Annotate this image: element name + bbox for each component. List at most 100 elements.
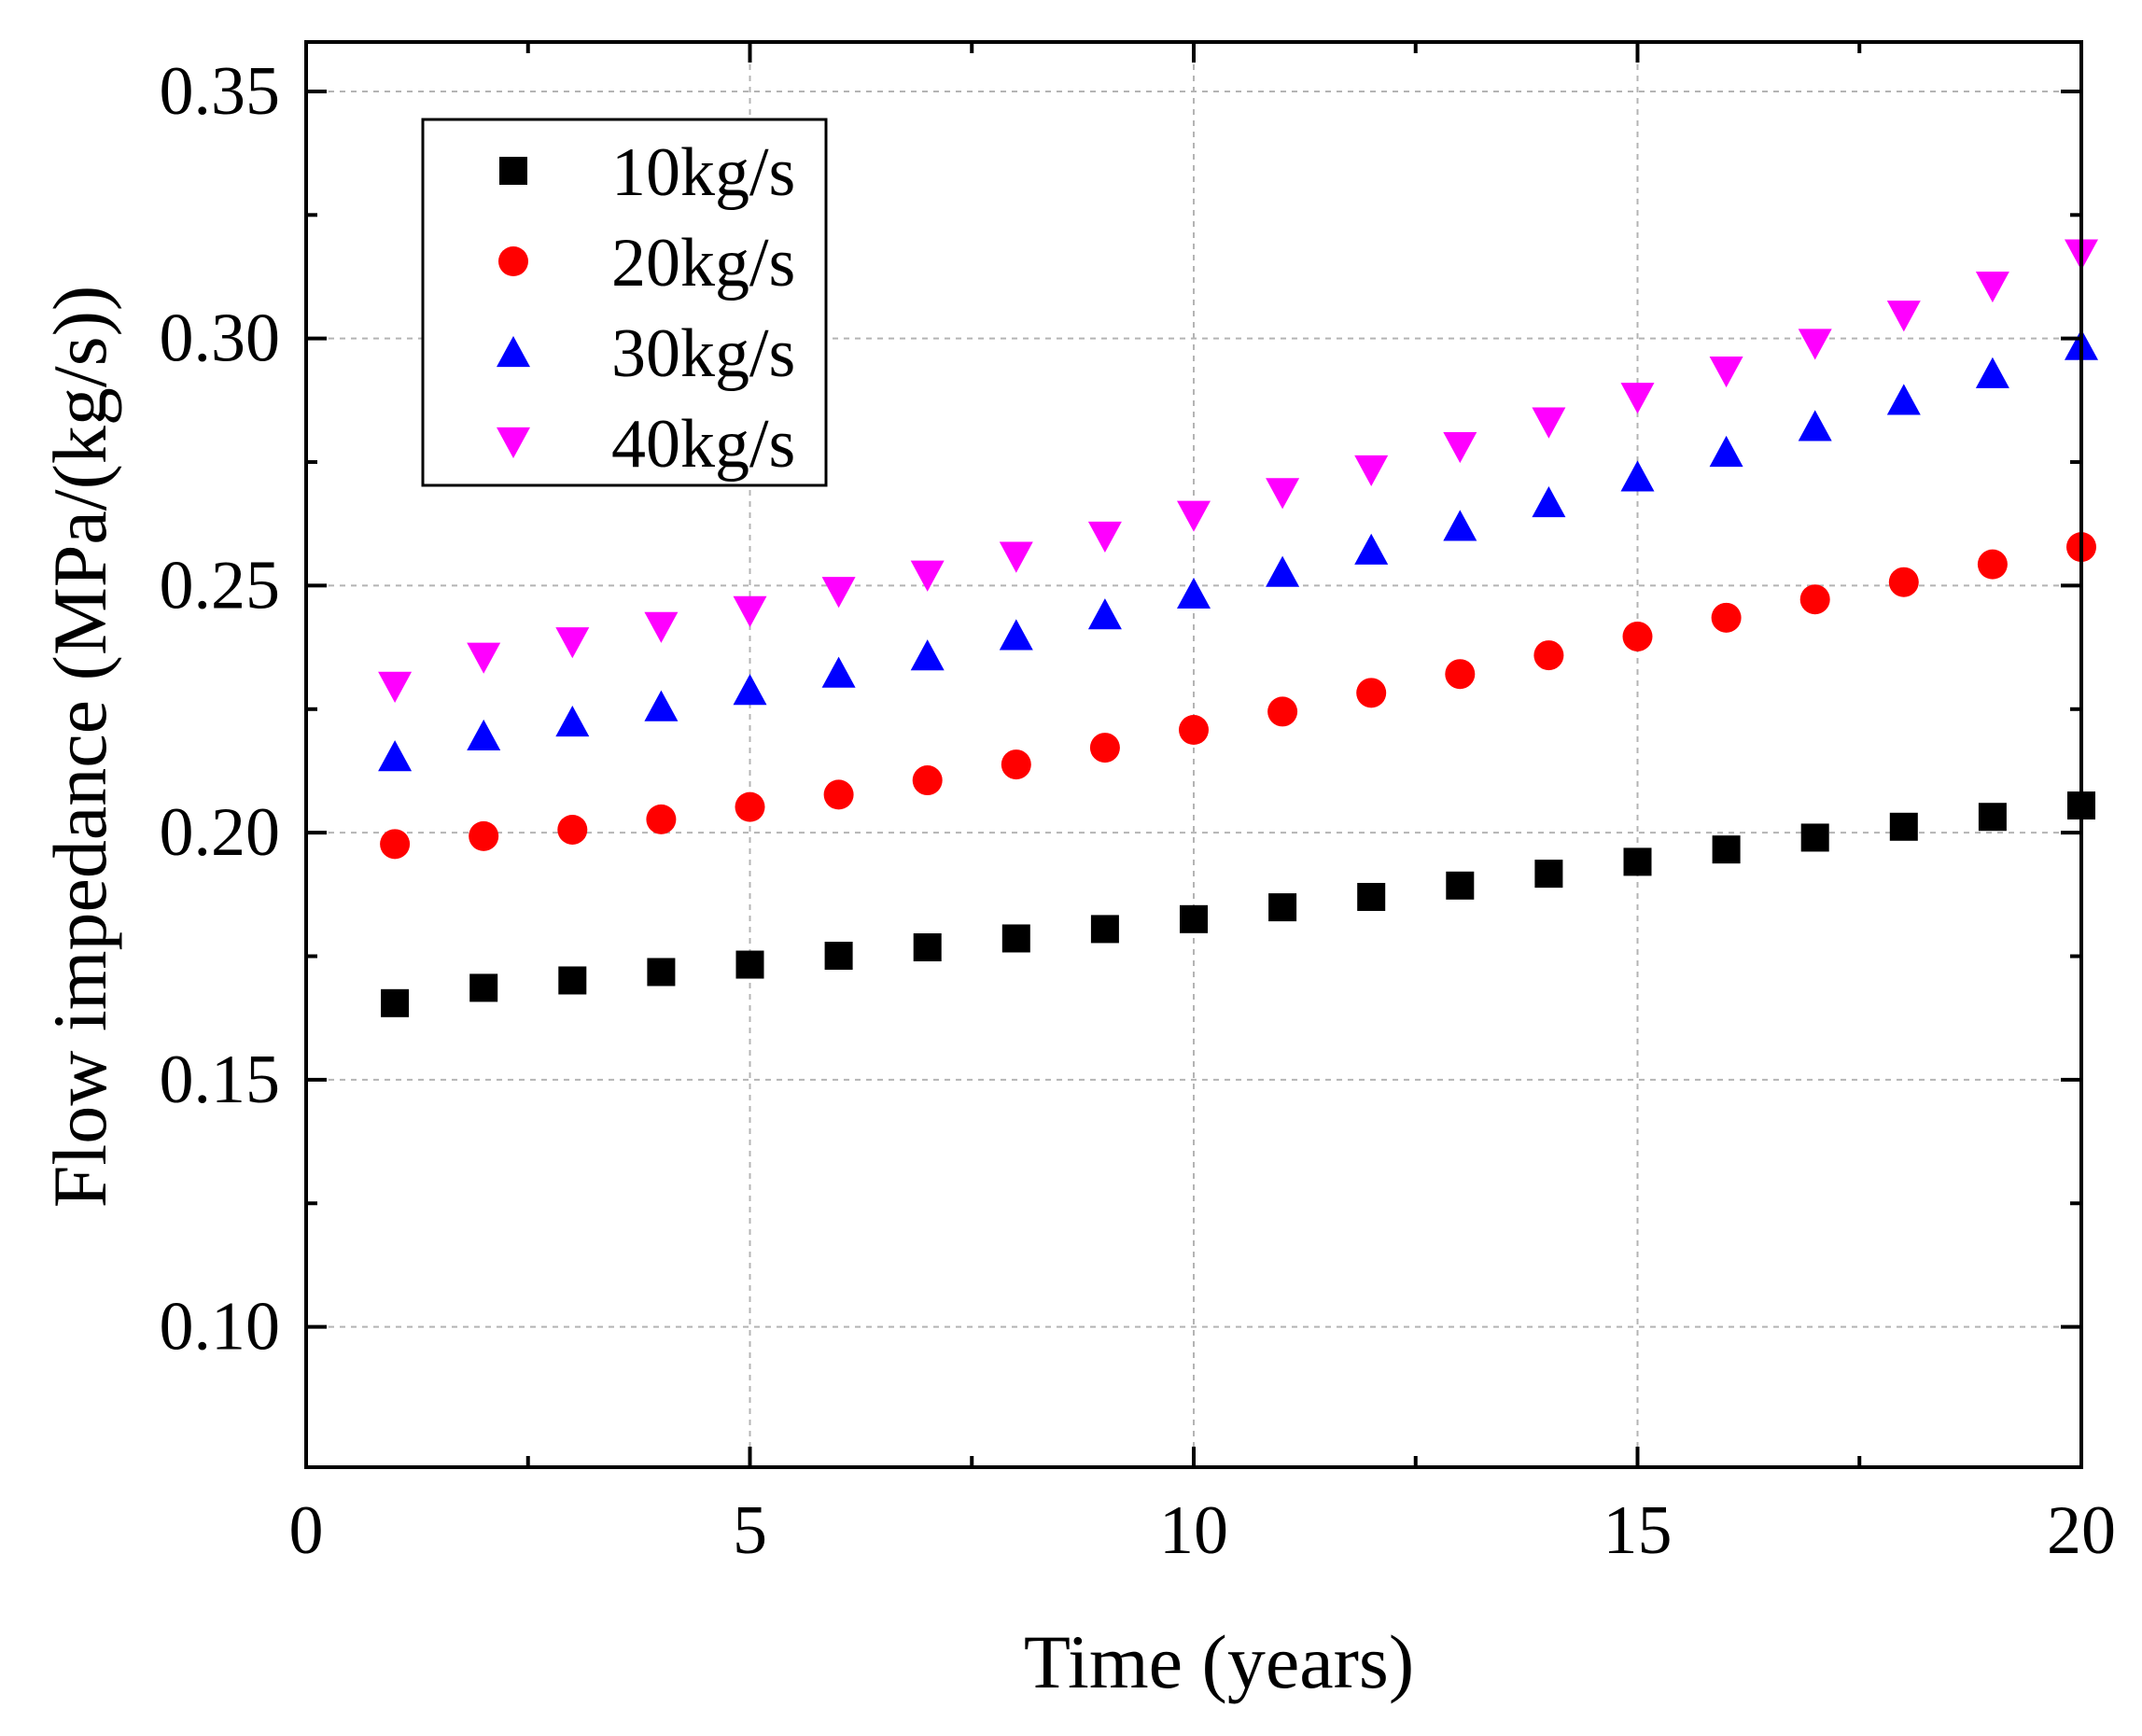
y-tick-label: 0.20 (160, 794, 281, 871)
data-point-30kgs (1620, 460, 1655, 492)
data-point-40kgs (910, 560, 945, 592)
x-tick-label: 15 (1603, 1492, 1673, 1569)
legend-label-30kgs: 30kg/s (611, 315, 795, 392)
series-30kgs (378, 329, 2098, 772)
data-point-20kgs (735, 791, 765, 822)
data-point-30kgs (1266, 555, 1300, 587)
data-point-10kgs (1357, 882, 1386, 911)
data-point-20kgs (1888, 567, 1919, 597)
data-point-10kgs (1090, 915, 1119, 944)
legend-marker-40kgs (497, 427, 530, 458)
series-40kgs (378, 239, 2098, 703)
data-point-30kgs (644, 690, 679, 721)
data-points (378, 239, 2098, 1017)
data-point-20kgs (1799, 584, 1830, 615)
data-point-20kgs (1179, 715, 1209, 746)
data-point-10kgs (1446, 871, 1475, 900)
data-point-20kgs (646, 804, 677, 834)
tick-labels: 0 5 10 15 20 0.10 0.15 0.20 0.25 0.30 0.35 (160, 53, 2117, 1569)
data-point-30kgs (1798, 410, 1832, 441)
data-point-20kgs (380, 829, 411, 860)
data-point-10kgs (1889, 812, 1918, 841)
data-point-30kgs (378, 740, 413, 772)
x-tick-label: 20 (2047, 1492, 2116, 1569)
data-point-40kgs (1709, 357, 1743, 388)
data-point-40kgs (555, 627, 590, 659)
data-point-20kgs (1089, 733, 1120, 763)
x-axis-title: Time (years) (1024, 1619, 1414, 1704)
data-point-40kgs (378, 671, 413, 703)
data-point-30kgs (999, 619, 1033, 651)
data-point-40kgs (733, 595, 767, 627)
legend: 10kg/s 20kg/s 30kg/s 40kg/s (421, 118, 828, 487)
data-point-30kgs (910, 639, 945, 671)
data-point-20kgs (1356, 678, 1387, 708)
data-point-20kgs (557, 814, 588, 845)
data-point-20kgs (1622, 621, 1653, 651)
data-point-20kgs (823, 779, 854, 810)
data-point-40kgs (1532, 407, 1566, 439)
data-point-30kgs (1443, 510, 1477, 541)
data-point-10kgs (824, 941, 853, 970)
data-point-10kgs (735, 950, 764, 979)
y-tick-label: 0.35 (160, 53, 281, 130)
data-point-40kgs (1620, 383, 1655, 414)
axis-ticks (304, 42, 2083, 1467)
data-point-40kgs (1975, 271, 2009, 303)
data-point-30kgs (1709, 435, 1743, 468)
data-point-10kgs (1268, 893, 1297, 922)
data-point-20kgs (1267, 696, 1298, 727)
data-point-20kgs (1711, 602, 1742, 633)
legend-box (421, 118, 828, 487)
data-point-40kgs (1087, 521, 1122, 553)
data-point-10kgs (1978, 803, 2007, 832)
data-point-40kgs (467, 642, 501, 674)
data-point-40kgs (821, 577, 856, 609)
data-point-10kgs (1534, 860, 1563, 889)
data-point-30kgs (1532, 485, 1566, 518)
data-point-40kgs (1886, 301, 1921, 332)
data-point-20kgs (1977, 549, 2008, 580)
x-tick-label: 0 (289, 1492, 324, 1569)
legend-label-40kgs: 40kg/s (611, 406, 795, 483)
data-point-10kgs (381, 988, 410, 1017)
data-point-30kgs (733, 674, 767, 706)
series-10kgs (381, 791, 2095, 1017)
data-point-10kgs (647, 958, 676, 987)
data-point-30kgs (467, 719, 501, 751)
data-point-10kgs (1001, 924, 1030, 953)
legend-entries: 10kg/s 20kg/s 30kg/s 40kg/s (497, 134, 795, 483)
y-axis-title: Flow impedance (MPa/(kg/s)) (37, 286, 122, 1208)
data-point-30kgs (555, 706, 590, 737)
y-tick-label: 0.30 (160, 301, 281, 377)
data-point-30kgs (1886, 384, 1921, 415)
data-point-40kgs (1266, 478, 1300, 510)
y-tick-label: 0.15 (160, 1042, 281, 1118)
data-point-10kgs (913, 932, 942, 961)
data-point-10kgs (1712, 835, 1741, 864)
x-tick-label: 10 (1159, 1492, 1228, 1569)
data-point-10kgs (1800, 823, 1829, 852)
data-point-10kgs (1623, 847, 1652, 876)
data-point-40kgs (1798, 329, 1832, 360)
legend-label-10kgs: 10kg/s (611, 134, 795, 211)
data-point-40kgs (1354, 455, 1389, 487)
data-point-10kgs (1180, 904, 1208, 933)
data-point-30kgs (821, 656, 856, 688)
data-point-40kgs (999, 541, 1033, 573)
data-point-20kgs (1445, 659, 1476, 690)
x-tick-label: 5 (733, 1492, 767, 1569)
data-point-40kgs (1443, 432, 1477, 464)
data-point-30kgs (1087, 598, 1122, 630)
data-point-20kgs (469, 820, 499, 851)
y-tick-label: 0.25 (160, 547, 281, 623)
data-point-30kgs (1177, 577, 1211, 609)
series-20kgs (380, 532, 2096, 860)
y-tick-label: 0.10 (160, 1289, 281, 1365)
data-point-20kgs (912, 765, 943, 796)
data-point-30kgs (1975, 357, 2009, 388)
data-point-30kgs (1354, 533, 1389, 565)
data-point-20kgs (1533, 640, 1564, 671)
